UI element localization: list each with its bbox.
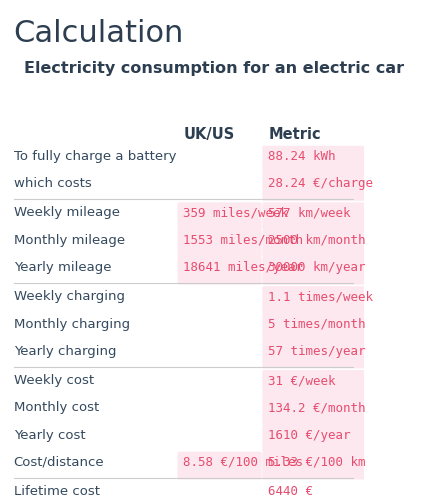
Text: Yearly charging: Yearly charging	[14, 344, 116, 358]
Text: 1610 €/year: 1610 €/year	[268, 428, 351, 442]
Text: 134.2 €/month: 134.2 €/month	[268, 402, 365, 414]
Text: Yearly cost: Yearly cost	[14, 428, 85, 442]
Text: Monthly cost: Monthly cost	[14, 402, 99, 414]
Text: Monthly charging: Monthly charging	[14, 318, 130, 330]
FancyBboxPatch shape	[178, 257, 262, 284]
FancyBboxPatch shape	[178, 452, 262, 479]
Text: 88.24 kWh: 88.24 kWh	[268, 150, 336, 163]
FancyBboxPatch shape	[178, 202, 262, 230]
FancyBboxPatch shape	[262, 173, 365, 201]
Text: which costs: which costs	[14, 177, 91, 190]
Text: Weekly mileage: Weekly mileage	[14, 206, 120, 220]
FancyBboxPatch shape	[262, 424, 365, 452]
Text: To fully charge a battery: To fully charge a battery	[14, 150, 176, 163]
FancyBboxPatch shape	[262, 257, 365, 284]
Text: 57 times/year: 57 times/year	[268, 344, 365, 358]
Text: 577 km/week: 577 km/week	[268, 206, 351, 220]
Text: Metric: Metric	[268, 127, 321, 142]
FancyBboxPatch shape	[262, 286, 365, 314]
Text: Weekly charging: Weekly charging	[14, 290, 124, 304]
Text: 30000 km/year: 30000 km/year	[268, 261, 365, 274]
Text: 18641 miles/year: 18641 miles/year	[183, 261, 303, 274]
FancyBboxPatch shape	[262, 398, 365, 425]
Text: Monthly mileage: Monthly mileage	[14, 234, 125, 246]
FancyBboxPatch shape	[262, 202, 365, 230]
Text: Calculation: Calculation	[14, 20, 184, 48]
FancyBboxPatch shape	[178, 230, 262, 258]
FancyBboxPatch shape	[262, 146, 365, 174]
Text: 5.33 €/100 km: 5.33 €/100 km	[268, 456, 365, 469]
FancyBboxPatch shape	[262, 481, 365, 500]
Text: Lifetime cost: Lifetime cost	[14, 485, 100, 498]
Text: 1.1 times/week: 1.1 times/week	[268, 290, 373, 304]
Text: 8.58 €/100 miles: 8.58 €/100 miles	[183, 456, 303, 469]
Text: Cost/distance: Cost/distance	[14, 456, 104, 469]
Text: Electricity consumption for an electric car: Electricity consumption for an electric …	[25, 61, 404, 76]
FancyBboxPatch shape	[262, 452, 365, 479]
FancyBboxPatch shape	[262, 314, 365, 341]
Text: 2500 km/month: 2500 km/month	[268, 234, 365, 246]
FancyBboxPatch shape	[262, 370, 365, 398]
FancyBboxPatch shape	[262, 340, 365, 368]
Text: 1553 miles/month: 1553 miles/month	[183, 234, 303, 246]
Text: 31 €/week: 31 €/week	[268, 374, 336, 387]
FancyBboxPatch shape	[262, 230, 365, 258]
Text: Weekly cost: Weekly cost	[14, 374, 94, 387]
Text: 359 miles/week: 359 miles/week	[183, 206, 288, 220]
Text: 5 times/month: 5 times/month	[268, 318, 365, 330]
Text: Yearly mileage: Yearly mileage	[14, 261, 111, 274]
Text: UK/US: UK/US	[183, 127, 235, 142]
Text: 28.24 €/charge: 28.24 €/charge	[268, 177, 373, 190]
Text: 6440 €: 6440 €	[268, 485, 313, 498]
